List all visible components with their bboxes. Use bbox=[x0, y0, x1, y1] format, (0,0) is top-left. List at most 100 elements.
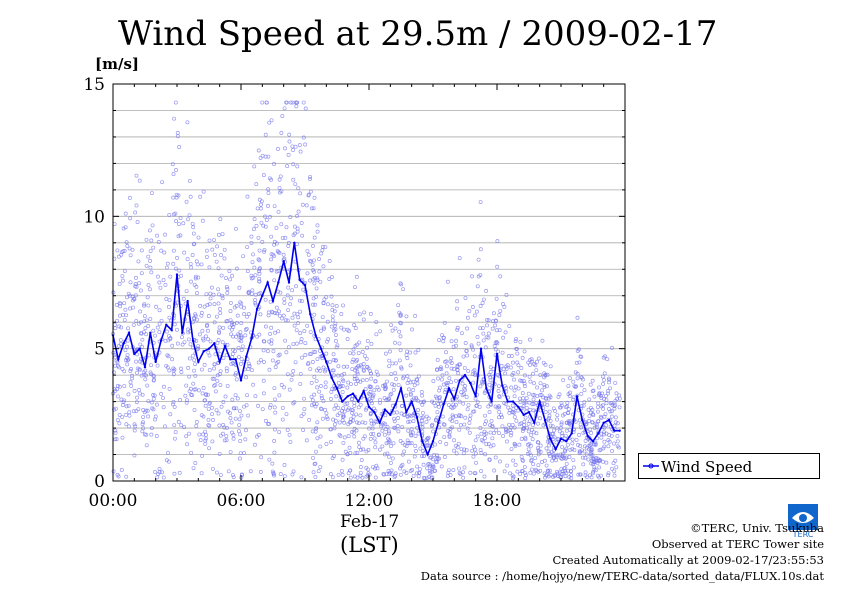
scatter-point bbox=[560, 413, 565, 418]
scatter-point bbox=[464, 394, 469, 399]
scatter-point bbox=[238, 432, 243, 437]
scatter-point bbox=[223, 394, 228, 399]
scatter-point bbox=[487, 457, 492, 462]
scatter-point bbox=[224, 438, 229, 443]
scatter-point bbox=[474, 309, 479, 314]
scatter-point bbox=[340, 390, 345, 394]
scatter-point bbox=[391, 387, 396, 392]
scatter-point bbox=[458, 362, 462, 367]
scatter-point bbox=[397, 341, 402, 346]
scatter-point bbox=[270, 358, 275, 363]
scatter-point bbox=[272, 386, 277, 391]
scatter-point bbox=[507, 324, 512, 328]
scatter-point bbox=[174, 192, 179, 197]
scatter-point bbox=[225, 290, 230, 295]
scatter-point bbox=[323, 385, 328, 390]
scatter-point bbox=[579, 425, 584, 430]
scatter-point bbox=[256, 148, 261, 153]
scatter-point bbox=[449, 339, 454, 344]
scatter-point bbox=[584, 421, 589, 426]
scatter-point bbox=[267, 457, 272, 462]
scatter-point bbox=[474, 403, 479, 408]
scatter-point bbox=[389, 391, 394, 396]
scatter-point bbox=[367, 426, 371, 431]
scatter-point bbox=[307, 352, 312, 357]
scatter-point bbox=[249, 368, 254, 373]
scatter-point bbox=[507, 422, 512, 427]
scatter-point bbox=[484, 335, 489, 340]
data-point bbox=[319, 347, 323, 350]
scatter-point bbox=[503, 330, 508, 335]
scatter-point bbox=[231, 436, 236, 441]
scatter-point bbox=[265, 349, 270, 354]
scatter-point bbox=[261, 348, 266, 353]
scatter-point bbox=[457, 427, 462, 432]
scatter-point bbox=[348, 351, 353, 356]
scatter-point bbox=[381, 383, 385, 388]
scatter-point bbox=[164, 265, 169, 270]
scatter-point bbox=[270, 310, 275, 315]
scatter-point bbox=[324, 351, 329, 356]
scatter-point bbox=[461, 354, 466, 359]
scatter-point bbox=[117, 365, 122, 370]
scatter-point bbox=[589, 475, 594, 480]
scatter-point bbox=[603, 412, 608, 417]
scatter-point bbox=[187, 337, 191, 342]
scatter-point bbox=[460, 381, 465, 386]
scatter-point bbox=[257, 279, 262, 284]
scatter-point bbox=[462, 447, 467, 452]
scatter-point bbox=[282, 385, 286, 390]
scatter-point bbox=[389, 372, 394, 376]
scatter-point bbox=[315, 276, 320, 281]
scatter-point bbox=[287, 132, 292, 137]
scatter-point bbox=[493, 455, 498, 460]
scatter-point bbox=[272, 439, 277, 443]
scatter-point bbox=[364, 449, 369, 454]
scatter-point bbox=[217, 451, 222, 456]
scatter-point bbox=[604, 460, 609, 465]
scatter-point bbox=[329, 439, 333, 444]
scatter-point bbox=[360, 378, 365, 383]
scatter-point bbox=[231, 475, 236, 480]
scatter-point bbox=[566, 384, 571, 388]
scatter-point bbox=[440, 414, 445, 419]
scatter-point bbox=[339, 312, 344, 316]
scatter-point bbox=[352, 374, 357, 379]
x-tick-label: 00:00 bbox=[89, 491, 138, 511]
scatter-point bbox=[478, 384, 483, 389]
data-point bbox=[127, 331, 131, 334]
scatter-point bbox=[473, 451, 478, 456]
scatter-point bbox=[139, 248, 144, 253]
scatter-point bbox=[520, 355, 525, 360]
scatter-point bbox=[409, 427, 414, 432]
scatter-point bbox=[444, 371, 449, 376]
series-line-wind-speed bbox=[112, 242, 620, 457]
scatter-point bbox=[311, 350, 316, 354]
scatter-point bbox=[565, 442, 570, 447]
scatter-point bbox=[128, 380, 133, 385]
scatter-point bbox=[318, 444, 323, 449]
scatter-point bbox=[312, 269, 317, 274]
scatter-point bbox=[606, 471, 611, 476]
scatter-point bbox=[312, 258, 316, 263]
scatter-point bbox=[196, 235, 201, 240]
scatter-point bbox=[298, 331, 303, 336]
scatter-point bbox=[312, 195, 317, 200]
scatter-point bbox=[163, 424, 167, 429]
scatter-point bbox=[151, 393, 156, 397]
scatter-point bbox=[461, 451, 466, 456]
scatter-point bbox=[211, 418, 215, 422]
scatter-point bbox=[117, 384, 122, 389]
scatter-point bbox=[242, 305, 246, 310]
scatter-point bbox=[230, 273, 235, 278]
data-point bbox=[597, 432, 600, 435]
scatter-point bbox=[163, 232, 168, 237]
scatter-point bbox=[270, 461, 275, 466]
scatter-point bbox=[518, 472, 522, 477]
data-point bbox=[549, 437, 552, 440]
scatter-point bbox=[212, 302, 217, 307]
scatter-point bbox=[351, 351, 356, 356]
scatter-point bbox=[593, 442, 598, 447]
scatter-point bbox=[175, 255, 180, 260]
scatter-point bbox=[187, 374, 192, 379]
